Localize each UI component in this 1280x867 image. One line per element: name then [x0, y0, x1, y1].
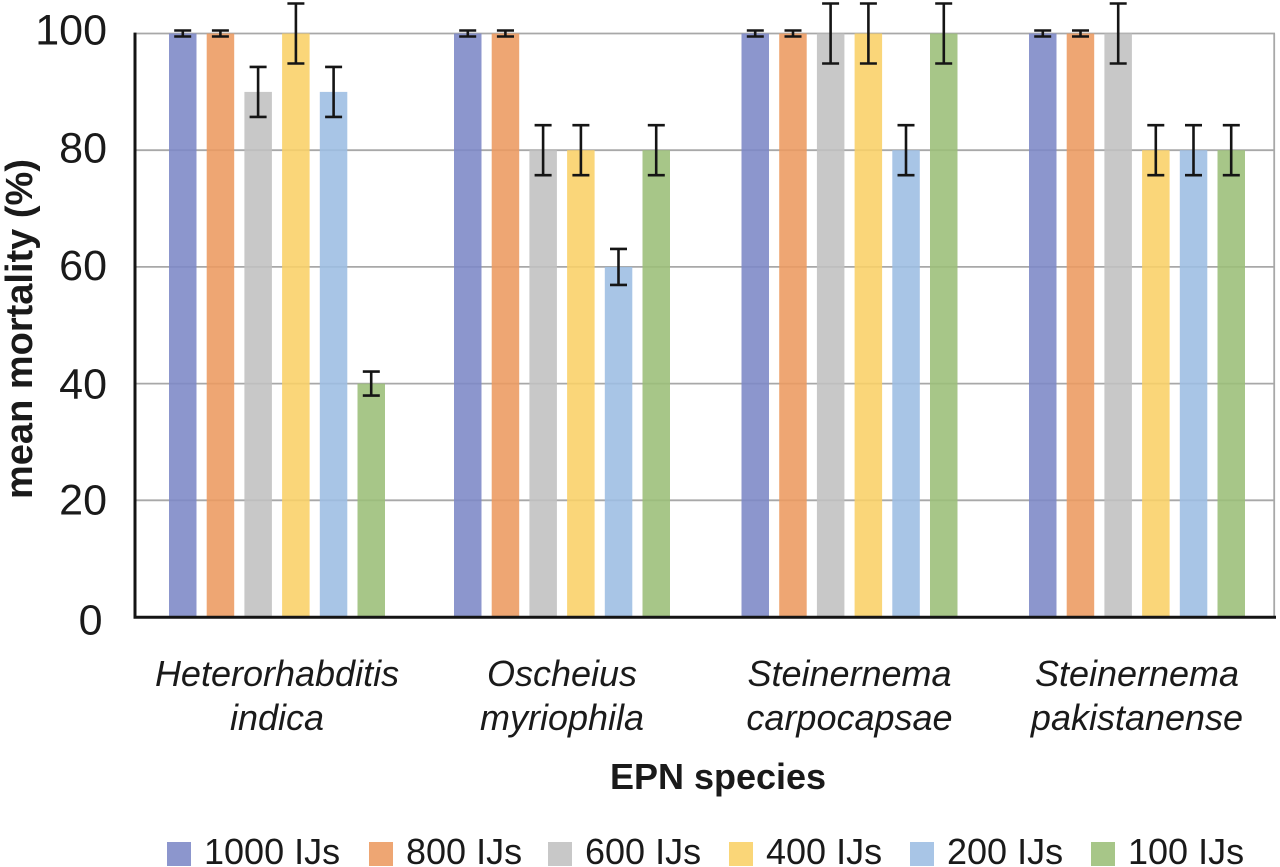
svg-text:200 IJs: 200 IJs	[947, 831, 1063, 867]
svg-text:Oscheius: Oscheius	[487, 653, 637, 694]
svg-text:carpocapsae: carpocapsae	[746, 697, 952, 738]
svg-text:40: 40	[59, 361, 107, 409]
svg-text:indica: indica	[230, 697, 324, 738]
svg-text:400 IJs: 400 IJs	[766, 831, 882, 867]
svg-text:0: 0	[79, 597, 103, 645]
svg-text:Steinernema: Steinernema	[747, 653, 951, 694]
svg-text:Steinernema: Steinernema	[1035, 653, 1239, 694]
svg-text:800 IJs: 800 IJs	[406, 831, 522, 867]
svg-text:20: 20	[59, 477, 107, 525]
svg-text:100 IJs: 100 IJs	[1128, 831, 1244, 867]
svg-text:pakistanense: pakistanense	[1030, 697, 1243, 738]
svg-text:60: 60	[59, 242, 107, 290]
svg-text:600 IJs: 600 IJs	[585, 831, 701, 867]
svg-text:myriophila: myriophila	[480, 697, 644, 738]
svg-text:Heterorhabditis: Heterorhabditis	[155, 653, 399, 694]
svg-text:mean mortality (%): mean mortality (%)	[0, 159, 41, 499]
svg-text:1000 IJs: 1000 IJs	[204, 831, 340, 867]
svg-text:100: 100	[35, 6, 107, 54]
svg-text:EPN species: EPN species	[610, 756, 826, 797]
svg-text:80: 80	[59, 125, 107, 173]
